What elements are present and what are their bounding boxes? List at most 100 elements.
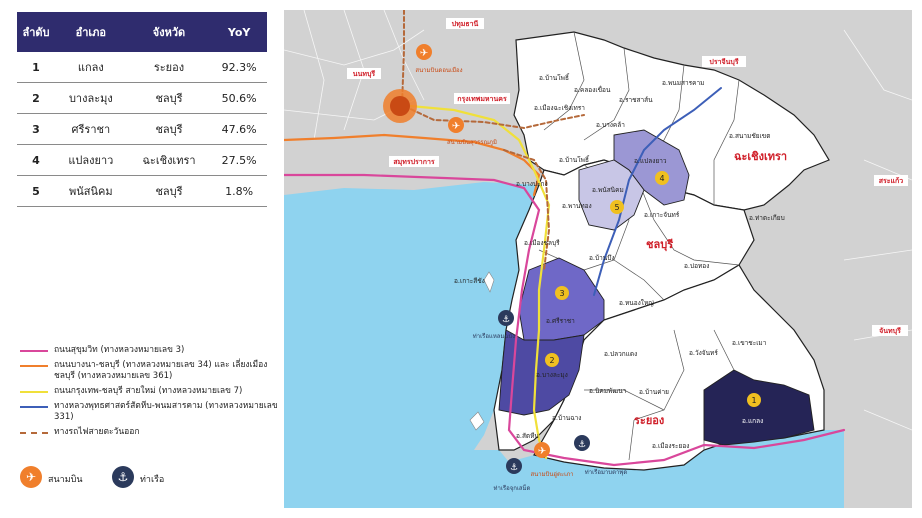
airport-legend-label: สนามบิน: [48, 475, 83, 485]
rank-marker-3: [555, 286, 569, 300]
district-labels: อ.บ้านโพธิ์ อ.คลองเขื่อน อ.ราชสาส์น อ.พน…: [454, 73, 785, 450]
label-nonthaburi: นนทบุรี: [353, 70, 376, 78]
district-label: อ.บางคล้า: [596, 121, 625, 129]
svg-text:✈: ✈: [538, 446, 546, 457]
district-label: อ.บ้านบึง: [589, 254, 615, 262]
table-row: 3 ศรีราชา ชลบุรี 47.6%: [17, 113, 267, 145]
island: [469, 411, 485, 431]
rank-marker-2: [545, 353, 559, 367]
legend-item-highway331: ทางหลวงพุทธศาสตร์สัตหีบ-พนมสารคาม (ทางหล…: [20, 401, 280, 423]
rank-marker-1: [747, 393, 761, 407]
airplane-icon: [448, 117, 464, 133]
bangkok-marker-inner: [390, 96, 410, 116]
district-label: อ.เมืองชลบุรี: [524, 239, 560, 247]
legend-label: ถนนกรุงเทพ-ชลบุรี สายใหม่ (ทางหลวงหมายเล…: [54, 386, 243, 396]
district-label: อ.บางปะกง: [516, 180, 548, 188]
yellow-line-swatch: [20, 391, 48, 393]
legend-item-sukhumvit: ถนนสุขุมวิท (ทางหลวงหมายเลข 3): [20, 345, 280, 356]
anchor-icon: [506, 458, 522, 474]
sea: [284, 182, 844, 508]
district-bang-lamung-rank2: [498, 329, 585, 416]
header-province: จังหวัด: [126, 12, 212, 52]
district-label: อ.พนัสนิคม: [592, 186, 624, 194]
district-label: อ.พนมสารคาม: [662, 79, 704, 87]
table-row: 2 บางละมุง ชลบุรี 50.6%: [17, 82, 267, 114]
ranking-table: ลำดับ อำเภอ จังหวัด YoY 1 แกลง ระยอง 92.…: [17, 12, 267, 207]
cell-rank: 2: [17, 82, 55, 114]
district-label: อ.สนามชัยเขต: [729, 132, 770, 140]
svg-text:3: 3: [559, 289, 564, 298]
district-label: อ.วังจันทร์: [689, 349, 718, 357]
railway-dash-swatch: [20, 432, 48, 434]
cell-rank: 4: [17, 144, 55, 176]
blue-line-swatch: [20, 406, 48, 408]
province-labels: ฉะเชิงเทรา ชลบุรี ระยอง: [634, 150, 787, 427]
airport-label-don-mueang: สนามบินดอนเมือง: [415, 66, 462, 74]
table-header-row: ลำดับ อำเภอ จังหวัด YoY: [17, 12, 267, 52]
label-pathum-thani: ปทุมธานี: [452, 20, 479, 28]
cell-rank: 5: [17, 175, 55, 207]
province-label-chonburi: ชลบุรี: [646, 238, 673, 252]
cell-yoy: 92.3%: [211, 52, 267, 83]
airplane-icon: ✈: [20, 466, 42, 488]
district-label: อ.สัตหีบ: [516, 432, 539, 440]
cell-district: พนัสนิคม: [55, 175, 127, 207]
roads: [284, 10, 846, 467]
province-label-rayong: ระยอง: [634, 414, 664, 427]
anchor-icon: ⚓: [112, 466, 134, 488]
district-label: อ.แปลงยาว: [634, 157, 667, 165]
railway-eastern-south: [503, 149, 551, 271]
legend-label: ทางรถไฟสายตะวันออก: [54, 427, 140, 437]
svg-text:✈: ✈: [420, 48, 428, 59]
header-yoy: YoY: [211, 12, 267, 52]
header-district: อำเภอ: [55, 12, 127, 52]
svg-text:2: 2: [549, 356, 554, 365]
district-label: อ.ราชสาส์น: [619, 96, 653, 104]
cell-yoy: 47.6%: [211, 113, 267, 145]
district-label: อ.พานทอง: [562, 202, 592, 210]
district-label: อ.นิคมพัฒนา: [589, 387, 627, 395]
road-sukhumvit: [284, 173, 846, 467]
cell-rank: 1: [17, 52, 55, 83]
eastern-region-map: ✈ สนามบินดอนเมือง ✈ สนามบินสุวรรณภูมิ ✈ …: [284, 10, 912, 508]
cell-yoy: 50.6%: [211, 82, 267, 114]
port-label-laem-chabang: ท่าเรือแหลมฉบัง: [473, 332, 516, 340]
district-label: อ.บ้านโพธิ์: [539, 73, 570, 82]
legend-label: ถนนสุขุมวิท (ทางหลวงหมายเลข 3): [54, 345, 185, 355]
district-label: อ.ปลวกแดง: [604, 350, 637, 358]
airport-don-mueang: ✈ สนามบินดอนเมือง: [415, 44, 463, 74]
rank-marker-5: [610, 200, 624, 214]
label-samut-prakan: สมุทรปราการ: [393, 158, 435, 166]
district-label: อ.เมืองระยอง: [652, 442, 689, 450]
legend-item-railway: ทางรถไฟสายตะวันออก: [20, 427, 280, 438]
svg-text:⚓: ⚓: [578, 440, 586, 450]
rank-marker-4: [655, 171, 669, 185]
cell-yoy: 27.5%: [211, 144, 267, 176]
airport-label-suvarnabhumi: สนามบินสุวรรณภูมิ: [447, 139, 497, 146]
legend-label: ถนนบางนา-ชลบุรี (ทางหลวงหมายเลข 34) และ …: [54, 360, 268, 381]
svg-text:⚓: ⚓: [502, 315, 510, 325]
district-label: อ.คลองเขื่อน: [574, 85, 611, 94]
svg-text:✈: ✈: [452, 121, 460, 132]
district-label: อ.เกาะสีชัง: [454, 277, 485, 285]
road-highway-331: [593, 87, 722, 296]
cell-rank: 3: [17, 113, 55, 145]
label-sa-kaeo: สระแก้ว: [879, 176, 904, 185]
district-klaeng-rank1: [703, 369, 815, 446]
port-map-ta-phut: ⚓ ท่าเรือมาบตาพุด: [574, 435, 627, 476]
cell-district: แกลง: [55, 52, 127, 83]
header-rank: ลำดับ: [17, 12, 55, 52]
legend-label: ทางหลวงพุทธศาสตร์สัตหีบ-พนมสารคาม (ทางหล…: [54, 401, 278, 422]
cell-province: ชลบุรี: [126, 113, 212, 145]
label-bangkok: กรุงเทพมหานคร: [457, 95, 507, 103]
anchor-icon: [498, 310, 514, 326]
district-label: อ.บ้านโพธิ์: [559, 155, 590, 164]
cell-yoy: 1.8%: [211, 175, 267, 207]
svg-text:⚓: ⚓: [510, 463, 518, 473]
airport-utapao: ✈ สนามบินอู่ตะเภา: [530, 442, 574, 478]
airplane-icon: [534, 442, 550, 458]
airplane-icon: [416, 44, 432, 60]
legend-icons: ✈ สนามบิน ⚓ ท่าเรือ: [20, 466, 280, 490]
cell-province: ชลบุรี: [126, 82, 212, 114]
cell-district: ศรีราชา: [55, 113, 127, 145]
